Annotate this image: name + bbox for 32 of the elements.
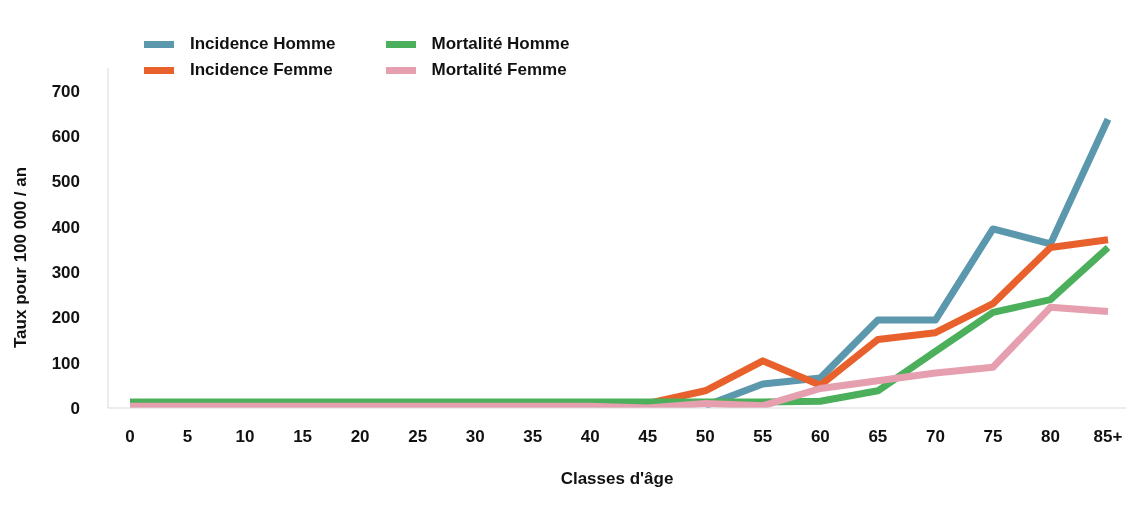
legend-label: Incidence Femme [190,60,333,80]
legend-label: Mortalité Homme [431,34,570,54]
y-axis-title: Taux pour 100 000 / an [11,166,31,348]
x-tick-label: 10 [235,427,255,447]
y-tick-label: 200 [51,308,80,328]
y-tick-label: 300 [51,263,80,283]
y-tick-label: 500 [51,172,80,192]
x-tick-label: 75 [983,427,1003,447]
x-tick-label: 0 [125,427,135,447]
x-tick-label: 45 [638,427,658,447]
x-tick-label: 55 [753,427,773,447]
x-tick-label: 65 [868,427,888,447]
y-tick-label: 400 [51,217,80,237]
y-tick-label: 100 [51,353,80,373]
x-tick-label: 85+ [1093,427,1123,447]
x-tick-label: 15 [293,427,313,447]
x-tick-label: 35 [523,427,543,447]
x-tick-label: 40 [580,427,600,447]
x-tick-label: 5 [182,427,193,447]
x-tick-label: 60 [810,427,830,447]
x-tick-label: 20 [350,427,370,447]
x-tick-label: 50 [695,427,715,447]
x-tick-label: 30 [465,427,485,447]
y-tick-label: 700 [51,81,80,101]
legend-label: Incidence Homme [190,34,336,54]
x-tick-label: 80 [1041,427,1060,447]
x-tick-label: 25 [408,427,428,447]
x-axis-title: Classes d'âge [560,469,674,488]
y-tick-label: 600 [51,127,80,147]
legend-label: Mortalité Femme [431,60,567,80]
x-tick-label: 70 [925,427,945,447]
y-tick-label: 0 [70,399,80,419]
